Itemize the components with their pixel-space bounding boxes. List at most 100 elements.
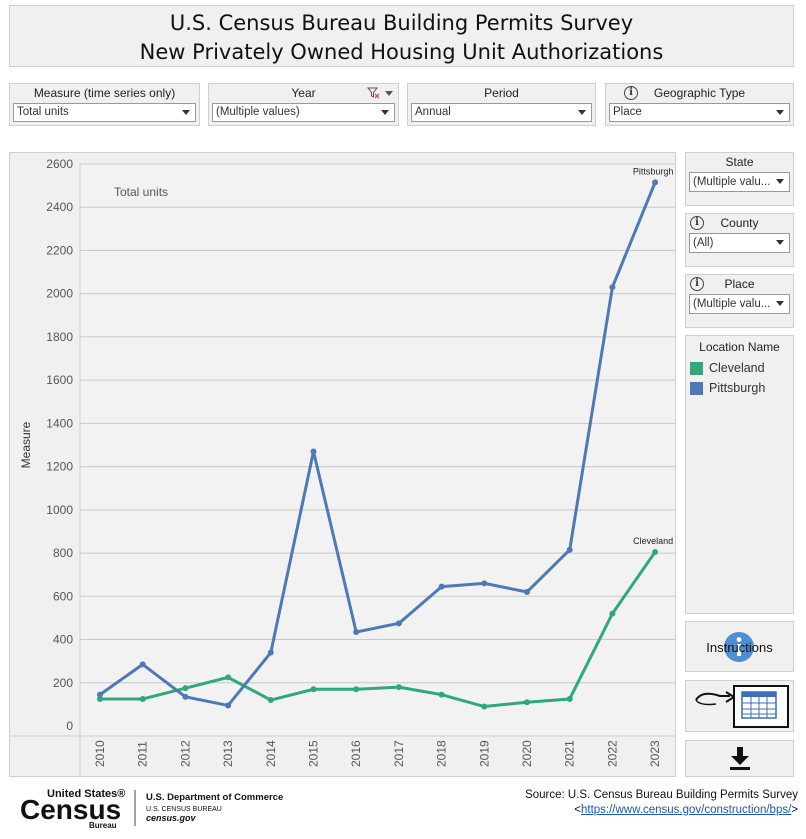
menu-caret-icon[interactable] (385, 91, 393, 96)
data-point[interactable] (139, 661, 146, 668)
x-tick-label: 2020 (520, 740, 534, 767)
x-tick-label: 2013 (221, 740, 235, 767)
clear-filter-icon[interactable] (367, 87, 380, 99)
state-filter-label: State (725, 155, 754, 169)
source-text: Source: U.S. Census Bureau Building Perm… (525, 789, 798, 801)
data-point[interactable] (353, 628, 360, 635)
geo-type-dropdown[interactable]: Place (609, 103, 790, 122)
legend-item-pittsburgh[interactable]: Pittsburgh (686, 378, 793, 398)
title-line-1: U.S. Census Bureau Building Permits Surv… (169, 11, 634, 35)
data-point[interactable] (524, 699, 530, 706)
data-point[interactable] (652, 548, 659, 555)
data-point[interactable] (310, 686, 317, 693)
y-tick-label: 600 (53, 589, 73, 603)
data-point[interactable] (566, 546, 573, 553)
chevron-down-icon (381, 110, 389, 115)
census-logo-bureau: Bureau (89, 821, 117, 830)
x-tick-label: 2012 (178, 740, 192, 767)
x-tick-label: 2015 (307, 740, 321, 767)
year-dropdown[interactable]: (Multiple values) (212, 103, 395, 122)
chevron-down-icon (182, 110, 190, 115)
source-link-line: <https://www.census.gov/construction/bps… (574, 804, 798, 816)
y-tick-label: 2400 (46, 200, 73, 214)
x-tick-label: 2021 (563, 740, 577, 767)
measure-filter: Measure (time series only) Total units (9, 83, 200, 126)
chevron-down-icon (776, 110, 784, 115)
place-dropdown[interactable]: (Multiple valu... (689, 294, 790, 314)
geo-type-filter-label: i Geographic Type (606, 84, 793, 102)
data-point[interactable] (481, 580, 488, 587)
data-point[interactable] (524, 588, 530, 595)
x-tick-label: 2019 (477, 740, 491, 767)
data-point[interactable] (182, 693, 189, 700)
y-tick-label: 400 (53, 633, 73, 647)
data-point[interactable] (267, 649, 274, 656)
census-logo-graphic: United States® Census Bureau U.S. Depart… (20, 788, 283, 830)
census-logo: United States® Census Bureau U.S. Depart… (18, 786, 308, 837)
view-table-icon (695, 685, 789, 728)
data-point[interactable] (395, 620, 402, 627)
series-line-pittsburgh[interactable] (99, 181, 657, 707)
y-tick-label: 1400 (46, 416, 73, 430)
info-icon[interactable]: i (690, 216, 704, 230)
data-point[interactable] (609, 284, 616, 291)
county-filter-label: i County (686, 214, 793, 232)
data-point[interactable] (609, 610, 616, 617)
chart-annotation: Total units (114, 185, 168, 199)
census-site: census.gov (146, 813, 197, 823)
legend-item-cleveland[interactable]: Cleveland (686, 358, 793, 378)
y-tick-label: 1600 (46, 373, 73, 387)
state-dropdown[interactable]: (Multiple valu... (689, 172, 790, 192)
legend-panel: Location Name Cleveland Pittsburgh (685, 335, 794, 614)
y-axis-label: Measure (19, 421, 33, 468)
county-dropdown-value: (All) (693, 237, 714, 249)
swatch (690, 381, 703, 395)
info-icon[interactable]: i (624, 86, 638, 100)
x-tick-label: 2010 (93, 740, 107, 767)
x-tick-label: 2022 (605, 740, 619, 767)
y-tick-label: 1800 (46, 330, 73, 344)
period-filter-label: Period (484, 86, 519, 100)
series-end-label: Cleveland (633, 536, 673, 546)
data-point[interactable] (353, 686, 360, 693)
data-point[interactable] (652, 179, 659, 186)
year-label-text: Year (291, 86, 316, 100)
download-button[interactable] (685, 740, 794, 777)
data-point[interactable] (481, 703, 488, 710)
state-dropdown-value: (Multiple valu... (693, 176, 771, 188)
y-tick-label: 2000 (46, 287, 73, 301)
data-point[interactable] (267, 697, 274, 704)
year-filter: Year (Multiple values) (208, 83, 399, 126)
data-point[interactable] (438, 691, 445, 698)
place-filter: i Place (Multiple valu... (685, 274, 794, 328)
legend-label: Pittsburgh (709, 381, 766, 395)
data-point[interactable] (97, 695, 103, 702)
line-chart[interactable]: 0 200 400 600 800 1000 1200 1400 1600 1800 2000 220… (10, 153, 677, 778)
data-point[interactable] (566, 695, 573, 702)
data-point[interactable] (139, 695, 146, 702)
source-link[interactable]: https://www.census.gov/construction/bps/ (580, 804, 792, 816)
data-point[interactable] (97, 691, 103, 698)
data-point[interactable] (438, 583, 445, 590)
chevron-down-icon (776, 301, 784, 306)
y-tick-label: 200 (53, 676, 73, 690)
data-point[interactable] (395, 684, 402, 691)
data-point[interactable] (182, 685, 189, 692)
x-tick-label: 2014 (264, 740, 278, 767)
info-icon[interactable]: i (690, 277, 704, 291)
data-point[interactable] (225, 674, 232, 681)
data-point[interactable] (310, 448, 317, 455)
data-point[interactable] (225, 702, 232, 709)
instructions-button[interactable]: Instructions (685, 621, 794, 672)
bureau-name: U.S. CENSUS BUREAU (146, 806, 222, 813)
place-dropdown-value: (Multiple valu... (693, 298, 771, 310)
county-dropdown[interactable]: (All) (689, 233, 790, 253)
period-dropdown[interactable]: Annual (411, 103, 592, 122)
view-data-button[interactable] (685, 680, 794, 732)
x-tick-label: 2018 (435, 740, 449, 767)
place-label-text: Place (724, 277, 755, 291)
series-line-cleveland[interactable] (100, 551, 657, 709)
measure-dropdown[interactable]: Total units (13, 103, 196, 122)
source-note: Source: U.S. Census Bureau Building Perm… (525, 789, 798, 816)
measure-dropdown-value: Total units (17, 106, 69, 118)
